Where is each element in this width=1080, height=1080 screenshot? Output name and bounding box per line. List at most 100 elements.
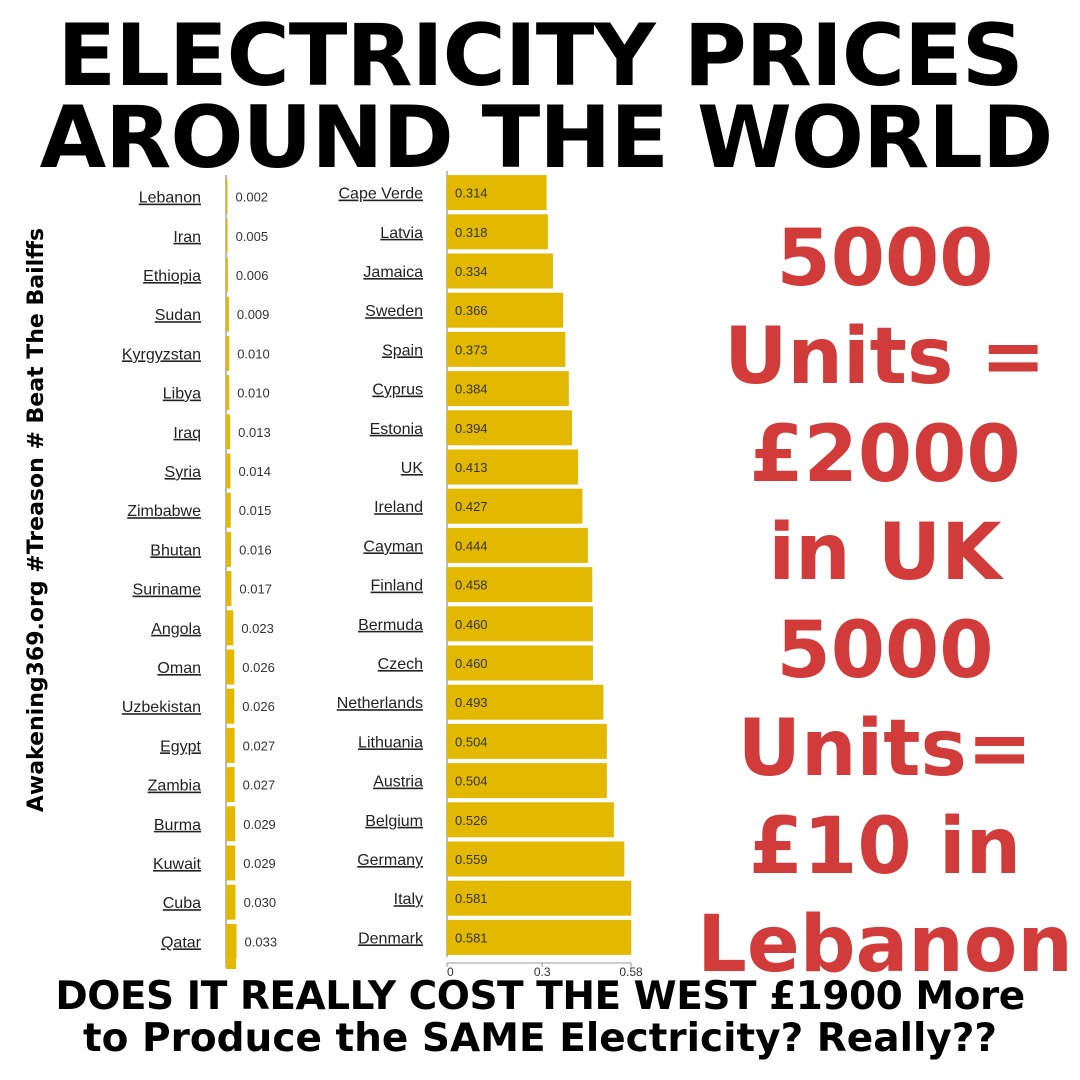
callout-line: 5000 [776,214,994,304]
category-label: Bermuda [358,617,423,634]
value-label: 0.017 [239,582,272,597]
category-label: Ethiopia [143,268,201,285]
category-label: Germany [357,852,423,869]
bar [447,606,593,642]
callout-line: Units= [737,704,1033,794]
category-label: Libya [163,386,201,403]
value-label: 0.013 [238,425,271,440]
bar [447,449,579,485]
category-label: Latvia [380,225,423,242]
category-label: Lithuania [358,734,423,751]
value-label: 0.015 [239,503,272,518]
value-label: 0.009 [237,307,270,322]
bar [447,371,569,407]
bar [447,331,566,367]
bar [447,253,553,289]
category-label: Syria [165,464,202,481]
bar [447,175,547,211]
x-tick-label: 0.58 [619,965,643,979]
bar [226,845,236,881]
callout-line: 5000 [776,606,994,696]
value-label: 0.526 [455,813,488,828]
bar [447,763,607,799]
bar [447,645,593,681]
bar [226,767,235,803]
x-tick-label: 0 [447,965,454,979]
bar [447,841,625,877]
bar [226,531,232,567]
category-label: Angola [151,621,201,638]
bar [447,488,583,524]
value-label: 0.366 [455,303,488,318]
bar [447,723,607,759]
category-label: Jamaica [363,264,423,281]
value-label: 0.384 [455,382,488,397]
bottom-question: DOES IT REALLY COST THE WEST £1900 More … [0,976,1080,1060]
category-label: Zimbabwe [127,503,201,520]
value-label: 0.016 [239,542,272,557]
bar [447,880,632,916]
value-label: 0.033 [245,934,278,949]
category-label: Belgium [365,813,423,830]
bar [447,292,564,328]
value-label: 0.002 [236,190,269,205]
category-label: Kyrgyzstan [122,346,201,363]
category-label: Ireland [374,499,423,516]
value-label: 0.027 [243,778,276,793]
value-label: 0.559 [455,852,488,867]
category-label: Sudan [155,307,201,324]
bar [226,727,235,763]
value-label: 0.373 [455,342,488,357]
bar [447,919,632,955]
category-label: Lebanon [139,190,201,207]
category-label: Estonia [370,421,423,438]
bar [226,296,229,332]
category-label: Finland [371,578,423,595]
callout-line: £10 in [748,802,1022,892]
category-label: Cuba [163,895,201,912]
page-title-line-1: ELECTRICITY PRICES [57,6,1023,106]
category-label: Zambia [148,778,201,795]
bar [226,649,235,685]
category-label: Cayman [363,538,423,555]
value-label: 0.029 [243,856,276,871]
category-label: Iran [173,229,201,246]
x-tick-label: 0.3 [534,965,551,979]
value-label: 0.581 [455,891,488,906]
value-label: 0.014 [238,464,271,479]
bar [447,214,548,250]
bar [226,453,231,489]
category-label: Burma [154,817,201,834]
category-label: Bhutan [150,542,201,559]
callout-line: Units = [724,312,1046,402]
bar [447,527,588,563]
bar [226,335,230,371]
category-label: Austria [373,774,423,791]
category-label: Uzbekistan [122,699,201,716]
category-label: Spain [382,342,423,359]
bar [226,375,230,411]
category-label: Egypt [160,738,201,755]
value-label: 0.458 [455,578,488,593]
value-label: 0.027 [243,738,276,753]
category-label: Iraq [173,425,201,442]
value-label: 0.005 [236,229,269,244]
value-label: 0.026 [242,660,275,675]
category-label: UK [401,460,424,477]
bottom-question-line-1: DOES IT REALLY COST THE WEST £1900 More [55,974,1025,1019]
category-label: Oman [157,660,201,677]
bar [447,410,572,446]
bar [226,257,228,293]
bar [226,218,228,254]
value-label: 0.504 [455,734,488,749]
page-title-line-2: AROUND THE WORLD [39,88,1054,188]
value-label: 0.029 [243,817,276,832]
category-label: Qatar [161,934,202,951]
category-label: Suriname [133,582,202,599]
callout-text: 5000 Units = £2000 in UK 5000 Units= £10… [690,210,1080,994]
value-label: 0.006 [236,268,269,283]
category-label: Denmark [358,930,424,947]
bar [226,923,237,959]
bar [226,414,231,450]
